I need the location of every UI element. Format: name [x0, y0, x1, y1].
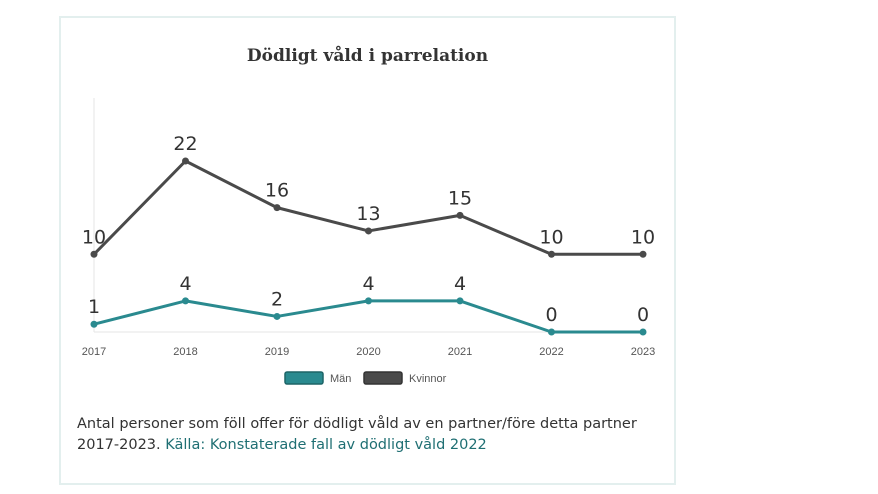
x-tick-label: 2017	[82, 346, 106, 358]
legend-label-män: Män	[330, 373, 351, 385]
data-label: 16	[265, 180, 289, 202]
legend-swatch-män	[284, 371, 324, 385]
caption-text: Antal personer som föll offer för dödlig…	[77, 416, 637, 453]
data-point	[456, 297, 464, 305]
data-point	[90, 320, 98, 328]
x-tick-label: 2018	[173, 346, 197, 358]
line-chart: 2017 2018 2019 2020 2021 2022 2023 1 4 2 4 4 0 0 10 22 1…	[82, 98, 655, 385]
data-label: 2	[271, 288, 283, 310]
x-tick-label: 2021	[448, 346, 472, 358]
x-tick-label: 2020	[356, 346, 380, 358]
data-point	[639, 328, 647, 336]
data-point	[456, 211, 464, 219]
series-line-män	[92, 299, 645, 334]
data-point	[182, 157, 189, 165]
data-label: 0	[545, 304, 557, 326]
data-point	[182, 297, 189, 305]
legend-swatch-kvinnor	[363, 371, 403, 385]
x-tick-label: 2022	[539, 346, 563, 358]
chart-title: Dödligt våld i parrelation	[246, 46, 489, 66]
data-label: 10	[82, 226, 106, 248]
data-point	[365, 297, 372, 305]
data-label: 4	[362, 273, 374, 295]
data-point	[639, 250, 647, 258]
data-label: 4	[179, 273, 191, 295]
data-point	[273, 204, 281, 212]
data-point	[548, 250, 555, 258]
legend-label-kvinnor: Kvinnor	[409, 373, 447, 385]
x-tick-label: 2023	[631, 346, 655, 358]
x-tick-label: 2019	[265, 346, 289, 358]
chart-caption: Antal personer som föll offer för dödlig…	[77, 414, 667, 456]
data-label: 0	[637, 304, 649, 326]
data-point	[365, 227, 372, 235]
data-label: 10	[631, 226, 655, 248]
data-point	[548, 328, 555, 336]
chart-card: Dödligt våld i parrelation 2017 2018 2019 2…	[59, 16, 676, 485]
data-point	[90, 250, 98, 258]
data-point	[273, 312, 281, 320]
data-label: 10	[539, 226, 563, 248]
data-label: 15	[448, 187, 472, 209]
data-label: 13	[356, 203, 380, 225]
data-label: 4	[454, 273, 466, 295]
data-label: 22	[173, 133, 197, 155]
source-link[interactable]: Källa: Konstaterade fall av dödligt våld…	[165, 437, 487, 453]
data-label: 1	[88, 296, 100, 318]
